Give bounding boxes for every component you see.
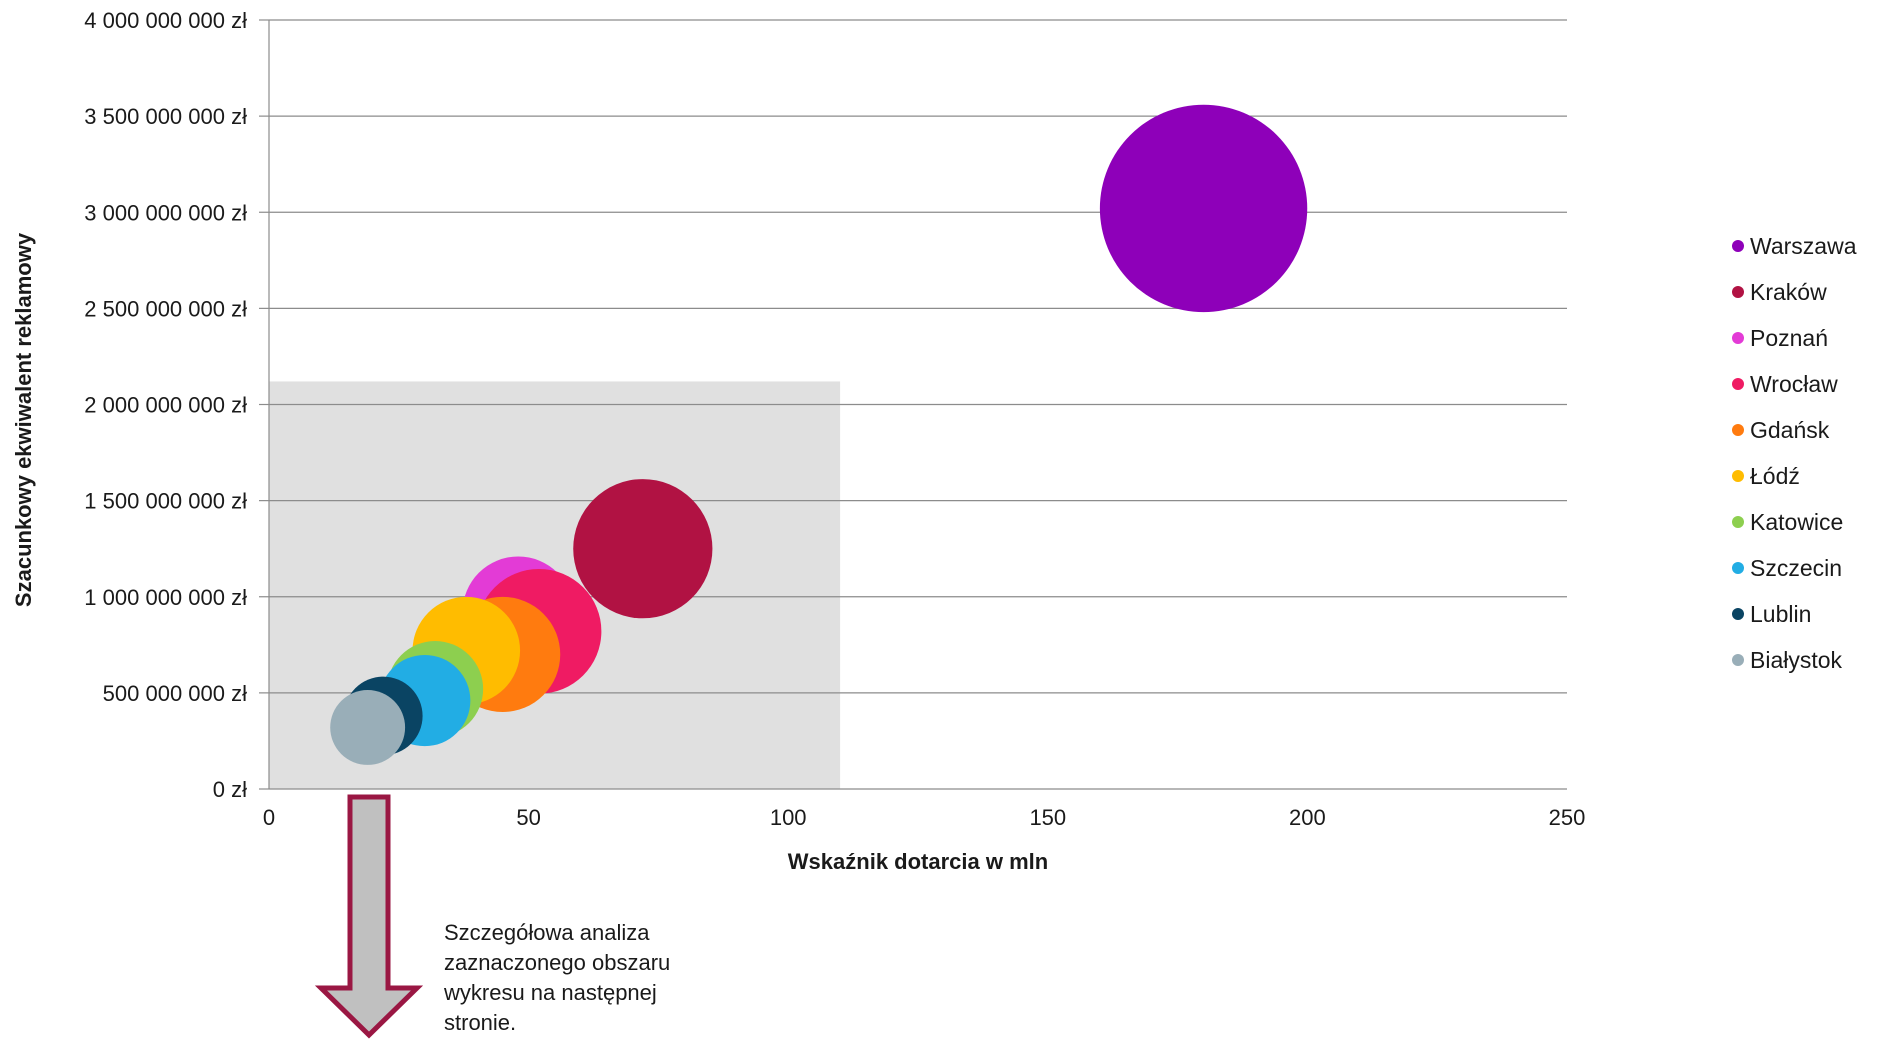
- y-tick-label: 500 000 000 zł: [103, 681, 247, 706]
- y-tick-label: 0 zł: [213, 777, 247, 802]
- legend-marker: [1732, 654, 1744, 666]
- legend-marker: [1732, 562, 1744, 574]
- legend-label: Łódź: [1750, 463, 1800, 489]
- bubble-białystok: [330, 690, 406, 765]
- y-tick-label: 2 500 000 000 zł: [84, 296, 247, 321]
- y-tick-label: 4 000 000 000 zł: [84, 8, 247, 33]
- legend-marker: [1732, 240, 1744, 252]
- legend-label: Lublin: [1750, 601, 1811, 627]
- y-axis-title: Szacunkowy ekwiwalent reklamowy: [11, 232, 36, 607]
- legend-marker: [1732, 608, 1744, 620]
- legend-label: Katowice: [1750, 509, 1843, 535]
- legend-label: Gdańsk: [1750, 417, 1830, 443]
- legend-label: Kraków: [1750, 279, 1827, 305]
- legend-marker: [1732, 378, 1744, 390]
- x-axis-ticks: 0 50 100 150 200 250: [263, 805, 1585, 830]
- y-tick-label: 1 500 000 000 zł: [84, 489, 247, 514]
- down-arrow-icon: [314, 794, 424, 1039]
- y-tick-label: 3 000 000 000 zł: [84, 200, 247, 225]
- legend-label: Szczecin: [1750, 555, 1842, 581]
- annotation-line: zaznaczonego obszaru: [444, 950, 671, 975]
- legend-marker: [1732, 332, 1744, 344]
- legend-marker: [1732, 286, 1744, 298]
- y-axis-ticks: 0 zł 500 000 000 zł 1 000 000 000 zł 1 500 …: [84, 8, 247, 802]
- annotation-note: Szczegółowa analiza zaznaczonego obszaru…: [444, 918, 744, 1038]
- legend-label: Białystok: [1750, 647, 1843, 673]
- legend: Warszawa Kraków Poznań Wrocław Gdańsk Łódź Kat…: [1732, 233, 1857, 673]
- x-tick-label: 0: [263, 805, 275, 830]
- bubble-series: [330, 104, 1308, 765]
- bubble-warszawa: [1099, 104, 1308, 313]
- y-tick-label: 2 000 000 000 zł: [84, 393, 247, 418]
- bubble-kraków: [573, 479, 713, 619]
- x-axis-title: Wskaźnik dotarcia w mln: [788, 849, 1048, 874]
- y-tick-label: 3 500 000 000 zł: [84, 104, 247, 129]
- legend-marker: [1732, 516, 1744, 528]
- x-tick-label: 50: [516, 805, 540, 830]
- legend-marker: [1732, 424, 1744, 436]
- legend-label: Wrocław: [1750, 371, 1838, 397]
- x-tick-label: 100: [770, 805, 807, 830]
- legend-marker: [1732, 470, 1744, 482]
- annotation-line: stronie.: [444, 1010, 517, 1035]
- annotation-line: wykresu na następnej: [444, 980, 657, 1005]
- annotation-line: Szczegółowa analiza: [444, 920, 650, 945]
- legend-label: Warszawa: [1750, 233, 1857, 259]
- x-tick-label: 150: [1029, 805, 1066, 830]
- legend-label: Poznań: [1750, 325, 1828, 351]
- y-tick-label: 1 000 000 000 zł: [84, 585, 247, 610]
- down-arrow-shape: [314, 794, 424, 1039]
- x-tick-label: 200: [1289, 805, 1326, 830]
- x-tick-label: 250: [1549, 805, 1586, 830]
